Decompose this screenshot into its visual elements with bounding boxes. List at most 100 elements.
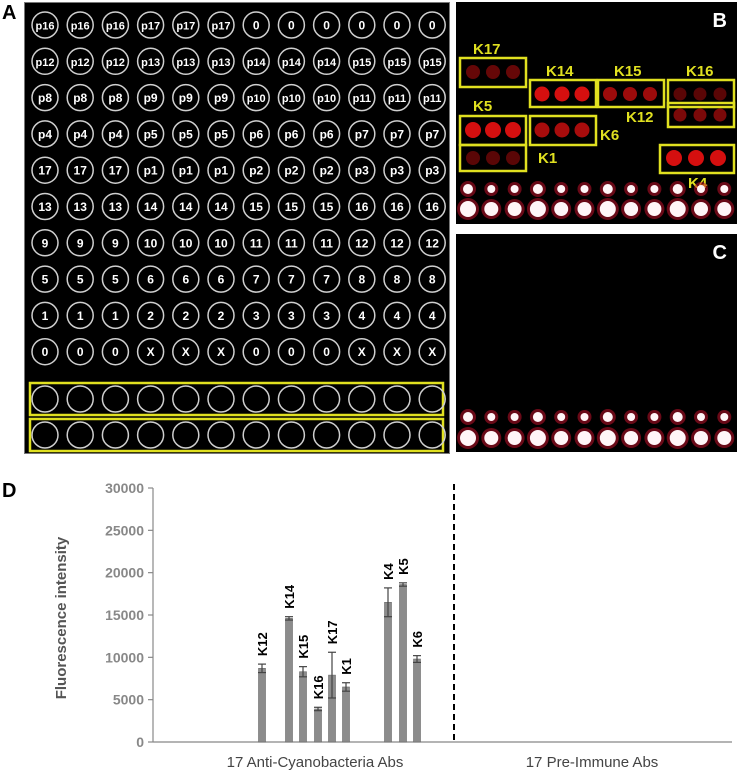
spot-label: 12 bbox=[355, 236, 369, 250]
calibration-spot bbox=[697, 413, 705, 421]
array-spot bbox=[172, 47, 200, 76]
spot-label: p9 bbox=[179, 91, 193, 105]
array-spot bbox=[31, 120, 59, 148]
array-spot bbox=[136, 11, 165, 39]
array-spot bbox=[207, 301, 235, 330]
bar bbox=[314, 708, 322, 743]
array-spot bbox=[172, 11, 200, 39]
antibody-spot bbox=[574, 86, 590, 102]
spot-label: X bbox=[428, 345, 436, 359]
array-spot bbox=[418, 337, 446, 366]
array-spot bbox=[312, 192, 341, 221]
spot-label: 14 bbox=[179, 200, 193, 214]
spot-label: 9 bbox=[77, 236, 84, 250]
spot-label: 13 bbox=[109, 200, 123, 214]
spot-label: p3 bbox=[425, 164, 439, 178]
array-spot bbox=[312, 83, 341, 112]
spot-label: p2 bbox=[249, 164, 263, 178]
array-spot bbox=[242, 301, 270, 330]
spot-label: X bbox=[217, 345, 225, 359]
spot-label: 0 bbox=[429, 19, 436, 33]
highlight-box bbox=[666, 78, 736, 109]
spot-label: p1 bbox=[179, 164, 193, 178]
antibody-label: K15 bbox=[614, 63, 642, 80]
spot-label: 0 bbox=[112, 345, 119, 359]
spot-label: p17 bbox=[212, 21, 231, 33]
spot-label: 16 bbox=[426, 200, 440, 214]
array-spot bbox=[242, 47, 270, 76]
spot-label: 16 bbox=[390, 200, 404, 214]
array-spot bbox=[136, 301, 165, 330]
panel-c-letter: C bbox=[712, 242, 727, 264]
spot-label: 8 bbox=[358, 273, 365, 287]
array-spot bbox=[242, 11, 270, 39]
spot-label: 14 bbox=[214, 200, 228, 214]
spot-label: 0 bbox=[323, 19, 330, 33]
spot-label: 15 bbox=[250, 200, 264, 214]
highlight-box bbox=[458, 56, 528, 89]
y-tick-label: 10000 bbox=[105, 649, 144, 665]
array-spot bbox=[31, 421, 59, 449]
spot-label: 2 bbox=[182, 309, 189, 323]
array-spot bbox=[31, 11, 59, 39]
spot-label: 7 bbox=[288, 273, 295, 287]
group-label-anti: 17 Anti-Cyanobacteria Abs bbox=[227, 754, 404, 771]
bar-label: K4 bbox=[381, 563, 396, 580]
array-spot bbox=[172, 192, 200, 221]
spot-label: X bbox=[182, 345, 190, 359]
array-spot bbox=[31, 47, 59, 76]
array-spot bbox=[101, 83, 130, 112]
spot-label: p14 bbox=[282, 57, 302, 69]
array-spot bbox=[418, 47, 446, 76]
array-spot bbox=[207, 120, 235, 148]
antibody-spot bbox=[465, 122, 481, 138]
calibration-spot bbox=[580, 413, 589, 421]
spot-label: 0 bbox=[358, 19, 365, 33]
antibody-spot bbox=[713, 87, 727, 101]
array-spot bbox=[207, 83, 235, 112]
array-spot bbox=[207, 47, 235, 76]
spot-label: 10 bbox=[144, 236, 158, 250]
array-spot bbox=[242, 229, 270, 257]
array-spot bbox=[348, 301, 376, 330]
array-spot bbox=[31, 83, 59, 112]
array-spot bbox=[348, 421, 376, 449]
calibration-spot bbox=[669, 430, 686, 446]
array-spot bbox=[277, 301, 306, 330]
spot-label: 6 bbox=[147, 273, 154, 287]
antibody-spot bbox=[534, 86, 550, 102]
array-spot bbox=[66, 229, 94, 257]
array-spot bbox=[348, 83, 376, 112]
array-spot bbox=[136, 120, 165, 148]
antibody-spot bbox=[673, 87, 687, 101]
spot-label: p15 bbox=[423, 57, 442, 69]
array-spot bbox=[312, 156, 341, 184]
array-spot bbox=[277, 421, 306, 449]
array-spot bbox=[31, 229, 59, 257]
calibration-spot bbox=[463, 184, 473, 194]
calibration-spot bbox=[507, 431, 522, 445]
array-spot bbox=[207, 337, 235, 366]
array-spot bbox=[242, 265, 270, 293]
panel-c-scan-preimmune: C bbox=[456, 234, 737, 452]
spot-label: 14 bbox=[144, 200, 158, 214]
antibody-label: K6 bbox=[600, 127, 619, 144]
spot-label: 7 bbox=[323, 273, 330, 287]
spot-label: 6 bbox=[182, 273, 189, 287]
spot-label: p11 bbox=[388, 93, 406, 105]
bar-label: K6 bbox=[410, 631, 425, 648]
calibration-spot bbox=[720, 413, 729, 421]
calibration-spot bbox=[557, 185, 566, 193]
spot-label: p2 bbox=[284, 164, 298, 178]
array-spot bbox=[172, 421, 200, 449]
calibration-spot bbox=[627, 413, 636, 421]
spot-label: p5 bbox=[144, 127, 158, 141]
highlight-row-box bbox=[28, 417, 445, 453]
array-spot bbox=[31, 192, 59, 221]
array-spot bbox=[66, 192, 94, 221]
array-spot bbox=[418, 156, 446, 184]
spot-label: 11 bbox=[320, 236, 333, 250]
spot-label: p16 bbox=[106, 21, 125, 33]
spot-label: 0 bbox=[323, 345, 330, 359]
array-spot bbox=[66, 11, 94, 39]
